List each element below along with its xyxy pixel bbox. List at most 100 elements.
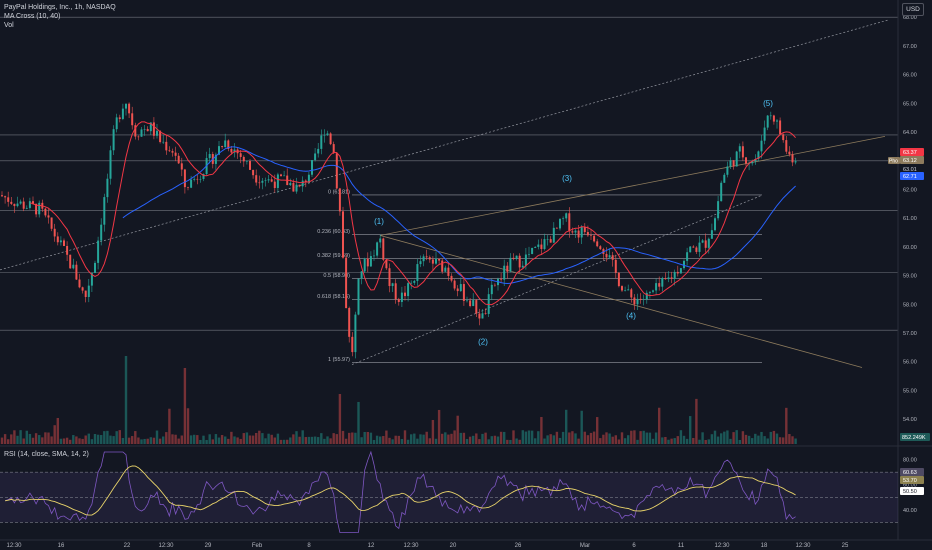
- volume-bar: [400, 439, 404, 444]
- volume-bar: [81, 438, 84, 444]
- candle-body: [301, 180, 304, 187]
- volume-bar: [651, 438, 655, 444]
- candle-body: [723, 174, 726, 183]
- symbol-line[interactable]: PayPal Holdings, Inc., 1h, NASDAQ: [4, 4, 116, 11]
- candle-body: [608, 255, 611, 258]
- price-axis[interactable]: 68.0067.0066.0065.0064.0063.0062.0061.00…: [888, 15, 930, 514]
- channel-upper-line: [379, 135, 886, 236]
- volume-bar: [72, 435, 75, 444]
- candle-body: [13, 203, 16, 207]
- candle-body: [447, 267, 450, 276]
- rsi-legend[interactable]: RSI (14, close, SMA, 14, 2): [4, 451, 89, 458]
- candle-body: [165, 141, 168, 151]
- candle-body: [379, 238, 382, 243]
- candle-body: [134, 125, 137, 137]
- price-badge-label: 63.12: [903, 158, 917, 164]
- volume-bar: [623, 438, 627, 444]
- volume-bar: [645, 432, 648, 444]
- time-tick-label: 16: [58, 543, 65, 549]
- volume-bar: [540, 416, 543, 444]
- wave-label: (1): [374, 217, 384, 226]
- candle-body: [512, 257, 515, 259]
- volume-bar: [90, 439, 94, 444]
- candle-body: [757, 151, 760, 160]
- candle-body: [121, 108, 124, 119]
- candle-body: [66, 246, 69, 255]
- candle-body: [791, 154, 794, 163]
- drawing-layer[interactable]: 0 (61.81)0.236 (60.43)0.382 (59.59)0.5 (…: [0, 19, 889, 368]
- ma-cross-label[interactable]: MA Cross (10, 40): [4, 13, 61, 20]
- volume-bar: [103, 431, 106, 444]
- candle-body: [710, 230, 713, 239]
- volume-bar: [760, 431, 763, 444]
- candle-body: [431, 259, 434, 264]
- price-badge-bg: [900, 165, 924, 173]
- volume-bar: [236, 437, 239, 444]
- wave-label: (3): [562, 174, 572, 183]
- volume-bar: [506, 439, 509, 444]
- volume-bar: [664, 436, 667, 444]
- volume-bar: [599, 438, 602, 444]
- volume-bar: [310, 436, 314, 444]
- volume-bar: [478, 439, 481, 444]
- candle-body: [4, 196, 7, 198]
- volume-bar: [775, 433, 779, 444]
- candle-body: [655, 283, 658, 291]
- price-tick-label: 56.00: [903, 360, 917, 366]
- time-tick-label: 12:30: [158, 543, 174, 549]
- rsi-layer: [0, 450, 898, 533]
- candle-body: [683, 260, 685, 269]
- candle-body: [202, 173, 205, 179]
- candle-body: [779, 120, 782, 135]
- candle-body: [342, 211, 344, 258]
- candle-body: [354, 314, 357, 353]
- volume-bar: [434, 438, 438, 444]
- volume-bar: [713, 430, 717, 444]
- volume-bar: [335, 434, 338, 444]
- rsi-band: [0, 472, 898, 523]
- time-tick-label: 12:30: [795, 543, 811, 549]
- volume-bar: [503, 431, 506, 444]
- volume-bar: [648, 432, 652, 444]
- candle-body: [366, 258, 369, 267]
- volume-label[interactable]: Vol: [4, 22, 14, 29]
- volume-bar: [140, 439, 143, 444]
- volume-bar: [747, 435, 751, 444]
- volume-bar: [673, 438, 676, 444]
- candle-body: [78, 279, 81, 288]
- volume-bar: [75, 436, 78, 444]
- volume-bar: [766, 438, 769, 444]
- volume-bar: [273, 437, 276, 444]
- candle-body: [10, 201, 13, 204]
- time-tick-label: 20: [450, 543, 457, 549]
- volume-bar: [444, 432, 447, 444]
- volume-bar: [512, 430, 515, 444]
- candle-body: [605, 253, 608, 258]
- volume-bar: [636, 439, 639, 444]
- price-tick-label: 68.00: [903, 15, 917, 21]
- volume-bar: [143, 438, 146, 444]
- candle-body: [190, 179, 193, 188]
- volume-bar: [406, 439, 410, 444]
- candle-body: [35, 203, 38, 215]
- currency-button[interactable]: USD: [902, 3, 924, 16]
- price-badge-bg: [900, 172, 924, 180]
- price-tick-label: 60.00: [903, 245, 917, 251]
- candle-body: [183, 169, 186, 188]
- candle-body: [242, 156, 245, 162]
- volume-bar: [251, 435, 255, 444]
- time-tick-label: 12: [368, 543, 375, 549]
- volume-bar: [450, 433, 453, 444]
- candle-body: [335, 153, 338, 189]
- volume-bar: [0, 437, 4, 444]
- volume-bar: [233, 436, 236, 444]
- candle-body: [441, 260, 444, 272]
- time-axis[interactable]: 12:30 16 22 12:30 29 Feb 8 12 12:30 20 26 Mar 6 11 12:…: [6, 543, 849, 549]
- candle-body: [673, 271, 676, 279]
- candle-body: [453, 280, 456, 289]
- candle-body: [729, 160, 732, 167]
- volume-bar: [410, 434, 413, 444]
- candle-body: [208, 154, 211, 159]
- candle-body: [599, 246, 602, 250]
